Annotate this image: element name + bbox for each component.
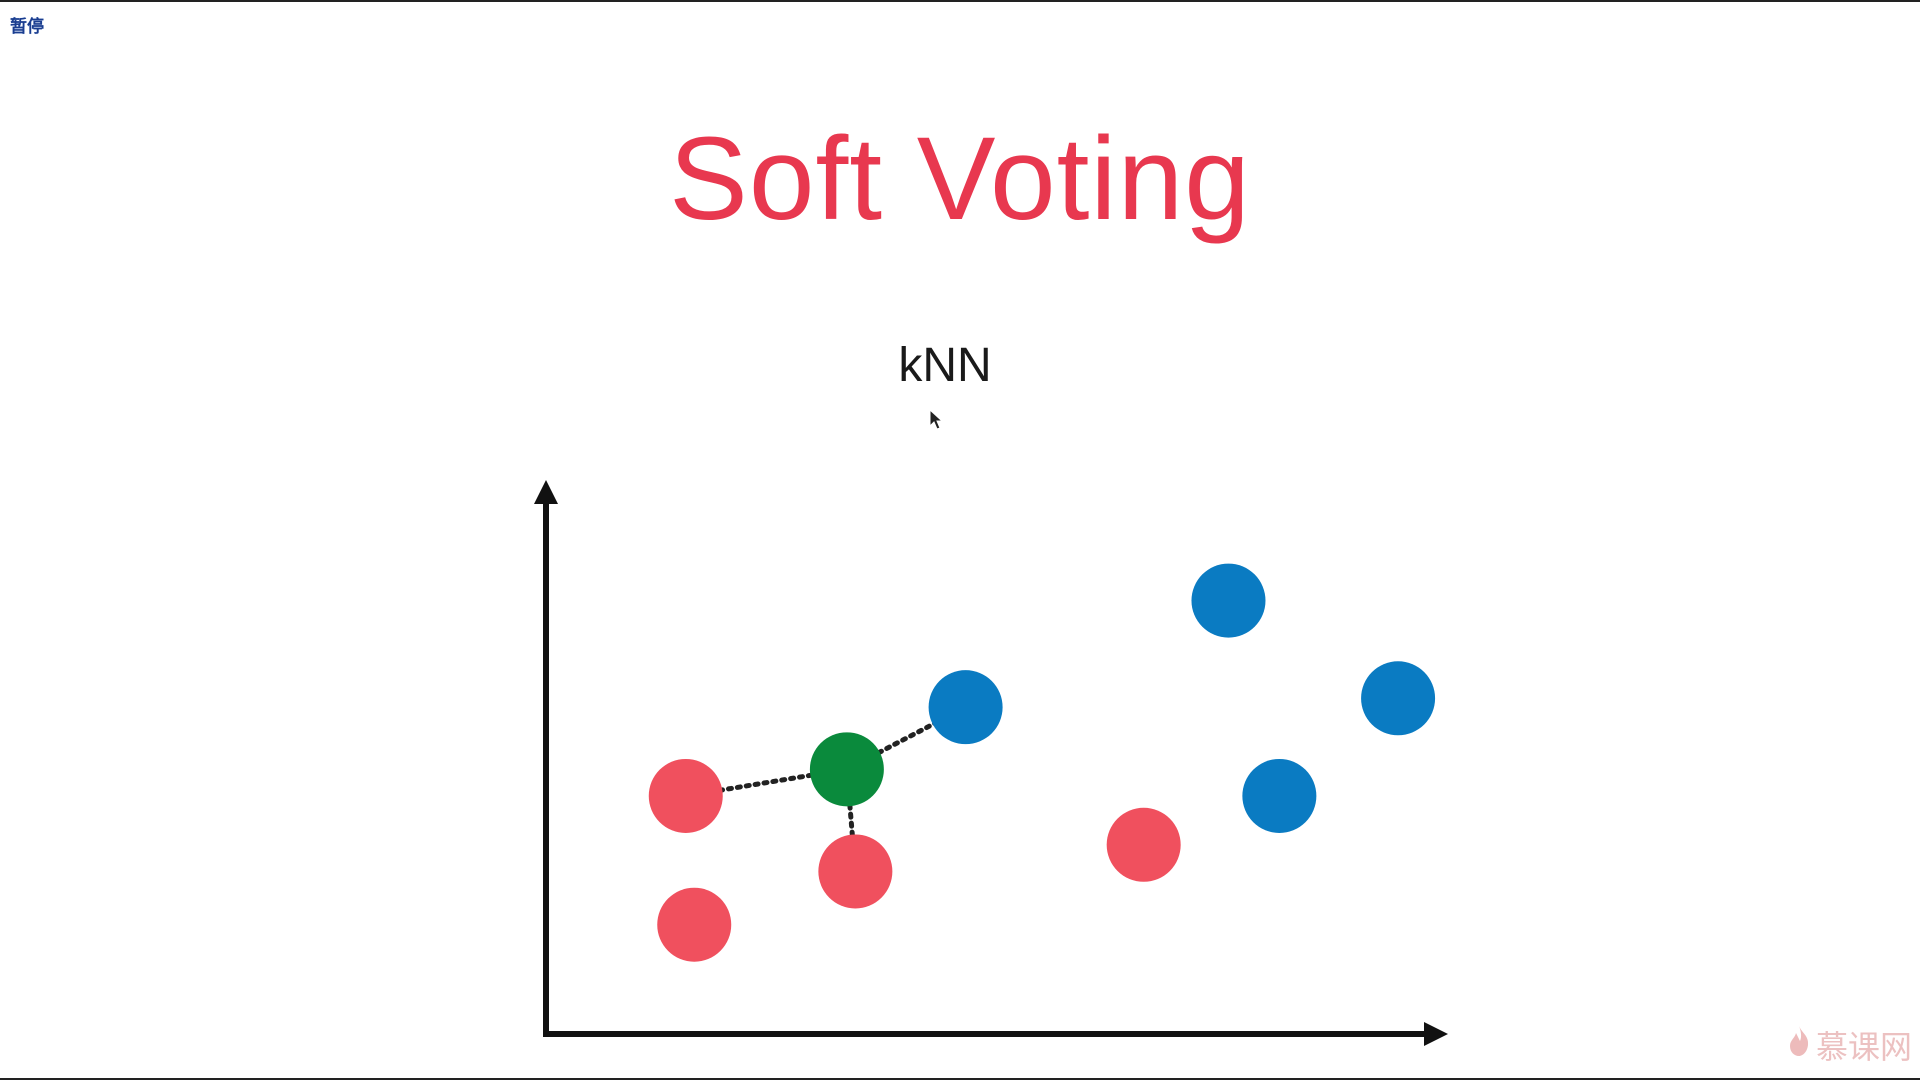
red-class-point-2 [818, 834, 893, 909]
red-class-point-1 [648, 758, 723, 833]
pause-button[interactable]: 暂停 [10, 17, 44, 37]
watermark-text: 慕课网 [1815, 1028, 1912, 1066]
blue-class-point-1 [928, 670, 1003, 745]
diagram-subtitle: kNN [898, 339, 992, 392]
mouse-cursor-icon [929, 408, 945, 436]
blue-class-point-4 [1242, 758, 1317, 833]
query-point-point-1 [809, 732, 884, 807]
y-axis-arrowhead [534, 480, 558, 504]
red-class-point-4 [1106, 807, 1181, 882]
red-class-point-3 [657, 887, 732, 962]
x-axis-arrowhead [1424, 1022, 1448, 1046]
blue-class-point-3 [1361, 661, 1436, 736]
slide-title: Soft Voting [669, 113, 1251, 245]
blue-class-point-2 [1191, 563, 1266, 638]
flame-icon [1786, 1024, 1812, 1066]
watermark: 慕课网 [1786, 1022, 1912, 1068]
